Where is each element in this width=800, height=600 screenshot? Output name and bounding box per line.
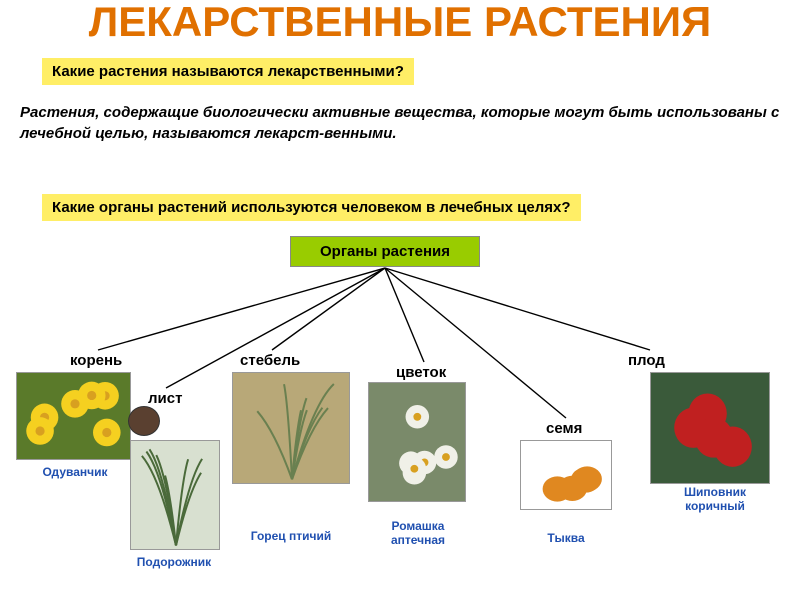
plantain-image — [130, 440, 220, 550]
category-label-4: семя — [546, 420, 582, 437]
definition-text: Растения, содержащие биологически активн… — [0, 98, 800, 148]
caption-1: Подорожник — [114, 556, 234, 570]
caption-4: Тыква — [530, 532, 602, 546]
category-label-3: цветок — [396, 364, 446, 381]
pumpkin-image — [520, 440, 612, 510]
caption-2: Горец птичий — [246, 530, 336, 544]
category-label-2: стебель — [240, 352, 300, 369]
question-banner-2: Какие органы растений используются челов… — [42, 194, 581, 221]
caption-5: Шиповник коричный — [660, 486, 770, 514]
category-label-5: плод — [628, 352, 665, 369]
caption-0: Одуванчик — [20, 466, 130, 480]
caption-3: Ромашка аптечная — [372, 520, 464, 548]
knotweed-image — [232, 372, 350, 484]
rosehip-image — [650, 372, 770, 484]
category-label-1: лист — [148, 390, 182, 407]
question-banner-1: Какие растения называются лекарственными… — [42, 58, 414, 85]
dandelion-image — [16, 372, 131, 460]
main-title: ЛЕКАРСТВЕННЫЕ РАСТЕНИЯ — [0, 0, 800, 44]
center-node-organs: Органы растения — [290, 236, 480, 267]
chamomile-image — [368, 382, 466, 502]
plantain-seed — [128, 406, 160, 436]
category-label-0: корень — [70, 352, 122, 369]
